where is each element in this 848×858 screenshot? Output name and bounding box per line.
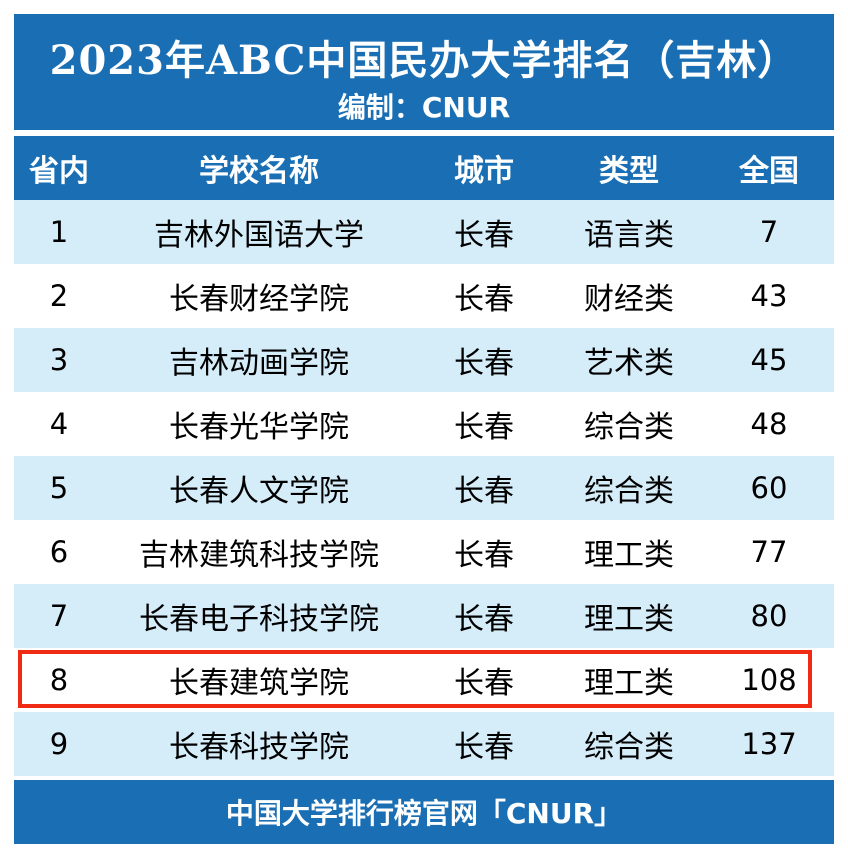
page-subtitle: 编制：CNUR	[337, 91, 511, 124]
cell-type: 理工类	[584, 666, 674, 701]
header-national-rank: 全国	[739, 154, 799, 189]
table-row: 2 长春财经学院 长春 财经类 43	[14, 264, 834, 328]
cell-city: 长春	[454, 474, 514, 509]
footer-banner: 中国大学排行榜官网「CNUR」	[14, 780, 834, 844]
table-body: 1 吉林外国语大学 长春 语言类 7 2 长春财经学院 长春 财经类 43 3 …	[14, 200, 834, 776]
cell-province-rank: 7	[49, 599, 69, 633]
table-row: 4 长春光华学院 长春 综合类 48	[14, 392, 834, 456]
cell-national-rank: 43	[750, 279, 788, 313]
header-province-rank: 省内	[29, 154, 89, 189]
cell-province-rank: 8	[49, 663, 69, 697]
cell-national-rank: 137	[741, 727, 797, 761]
table-row: 5 长春人文学院 长春 综合类 60	[14, 456, 834, 520]
cell-city: 长春	[454, 666, 514, 701]
table-row: 3 吉林动画学院 长春 艺术类 45	[14, 328, 834, 392]
table-header: 省内 学校名称 城市 类型 全国	[14, 136, 834, 200]
cell-national-rank: 7	[759, 215, 779, 249]
cell-national-rank: 77	[750, 535, 788, 569]
table-row-highlighted: 8 长春建筑学院 长春 理工类 108	[14, 648, 834, 712]
cell-type: 艺术类	[584, 346, 674, 381]
cell-province-rank: 4	[49, 407, 69, 441]
cell-city: 长春	[454, 602, 514, 637]
cell-school-name: 长春人文学院	[169, 474, 349, 509]
cell-type: 语言类	[584, 218, 674, 253]
table-row: 9 长春科技学院 长春 综合类 137	[14, 712, 834, 776]
cell-city: 长春	[454, 282, 514, 317]
cell-school-name: 长春建筑学院	[169, 666, 349, 701]
header-city: 城市	[454, 154, 514, 189]
cell-province-rank: 6	[49, 535, 69, 569]
cell-national-rank: 48	[750, 407, 788, 441]
cell-type: 综合类	[584, 410, 674, 445]
header-school-name: 学校名称	[199, 154, 319, 189]
cell-city: 长春	[454, 346, 514, 381]
cell-type: 财经类	[584, 282, 674, 317]
cell-school-name: 长春科技学院	[169, 730, 349, 765]
cell-school-name: 吉林建筑科技学院	[139, 538, 379, 573]
cell-national-rank: 108	[741, 663, 797, 697]
cell-school-name: 长春电子科技学院	[139, 602, 379, 637]
title-block: 2023年ABC中国民办大学排名（吉林） 编制：CNUR	[14, 14, 834, 130]
cell-city: 长春	[454, 410, 514, 445]
cell-province-rank: 1	[49, 215, 69, 249]
table-row: 7 长春电子科技学院 长春 理工类 80	[14, 584, 834, 648]
cell-province-rank: 2	[49, 279, 69, 313]
cell-school-name: 长春财经学院	[169, 282, 349, 317]
cell-national-rank: 60	[750, 471, 788, 505]
cell-national-rank: 80	[750, 599, 788, 633]
cell-school-name: 吉林动画学院	[169, 346, 349, 381]
cell-school-name: 吉林外国语大学	[154, 218, 364, 253]
cell-type: 理工类	[584, 602, 674, 637]
cell-province-rank: 3	[49, 343, 69, 377]
cell-city: 长春	[454, 218, 514, 253]
cell-type: 综合类	[584, 730, 674, 765]
cell-city: 长春	[454, 730, 514, 765]
cell-city: 长春	[454, 538, 514, 573]
page-title: 2023年ABC中国民办大学排名（吉林）	[49, 37, 799, 84]
table-row: 1 吉林外国语大学 长春 语言类 7	[14, 200, 834, 264]
cell-type: 综合类	[584, 474, 674, 509]
table-row: 6 吉林建筑科技学院 长春 理工类 77	[14, 520, 834, 584]
cell-national-rank: 45	[750, 343, 788, 377]
cell-province-rank: 9	[49, 727, 69, 761]
ranking-table: 2023年ABC中国民办大学排名（吉林） 编制：CNUR 省内 学校名称 城市 …	[14, 14, 834, 844]
header-type: 类型	[599, 154, 659, 189]
cell-type: 理工类	[584, 538, 674, 573]
cell-province-rank: 5	[49, 471, 69, 505]
cell-school-name: 长春光华学院	[169, 410, 349, 445]
